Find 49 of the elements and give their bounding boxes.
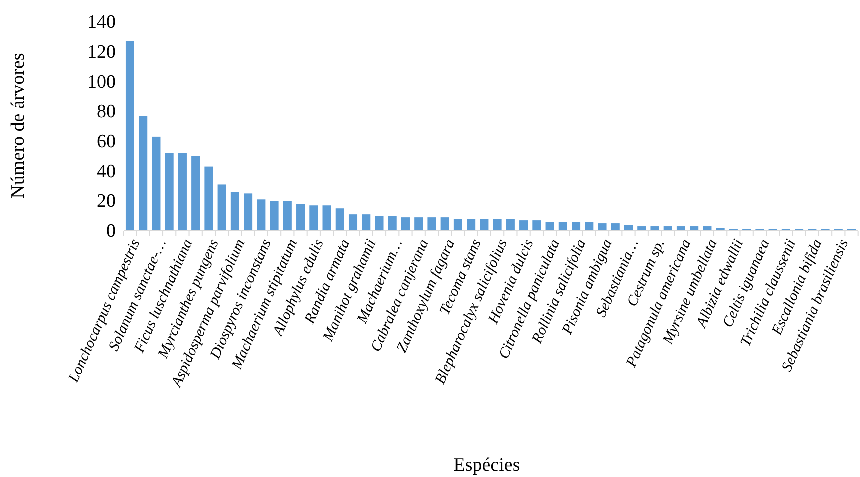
bar xyxy=(192,156,200,231)
bar xyxy=(204,166,214,231)
bar xyxy=(348,214,358,231)
bar xyxy=(310,206,318,231)
bar xyxy=(428,218,436,231)
bar xyxy=(257,200,266,231)
y-tick-label: 40 xyxy=(97,161,116,182)
bar xyxy=(506,219,515,231)
y-tick-label: 100 xyxy=(88,72,116,93)
bar xyxy=(283,201,292,231)
bar xyxy=(230,192,240,231)
bar xyxy=(178,153,187,231)
bar xyxy=(296,204,306,231)
y-tick-label: 60 xyxy=(97,132,116,153)
bar xyxy=(270,201,279,231)
bar xyxy=(218,184,226,231)
bar xyxy=(244,194,253,231)
bar xyxy=(546,222,554,231)
bar xyxy=(467,219,476,231)
bar xyxy=(152,136,161,231)
bar xyxy=(126,41,134,231)
x-axis-title: Espécies xyxy=(454,455,520,476)
bar xyxy=(585,222,594,231)
bar xyxy=(322,206,332,231)
bar xyxy=(388,216,397,231)
bar xyxy=(375,216,384,231)
bar xyxy=(165,153,174,231)
bar xyxy=(401,218,410,231)
bar xyxy=(624,225,634,231)
bar xyxy=(558,222,568,231)
y-axis-title: Número de árvores xyxy=(8,53,29,199)
bar xyxy=(336,208,344,231)
bar xyxy=(520,220,528,231)
bar xyxy=(139,116,148,231)
bar xyxy=(414,218,424,231)
y-tick-label: 20 xyxy=(97,191,116,212)
bar xyxy=(362,214,371,231)
bar xyxy=(611,224,620,231)
bar xyxy=(572,222,581,231)
y-tick-label: 120 xyxy=(88,42,116,63)
bar xyxy=(480,219,489,231)
bar xyxy=(598,224,607,231)
bar xyxy=(454,219,462,231)
bar xyxy=(493,219,502,231)
bar xyxy=(532,220,542,231)
bar xyxy=(440,218,450,231)
y-tick-label: 0 xyxy=(106,221,116,242)
y-tick-label: 80 xyxy=(97,102,116,123)
y-tick-label: 140 xyxy=(88,12,116,34)
